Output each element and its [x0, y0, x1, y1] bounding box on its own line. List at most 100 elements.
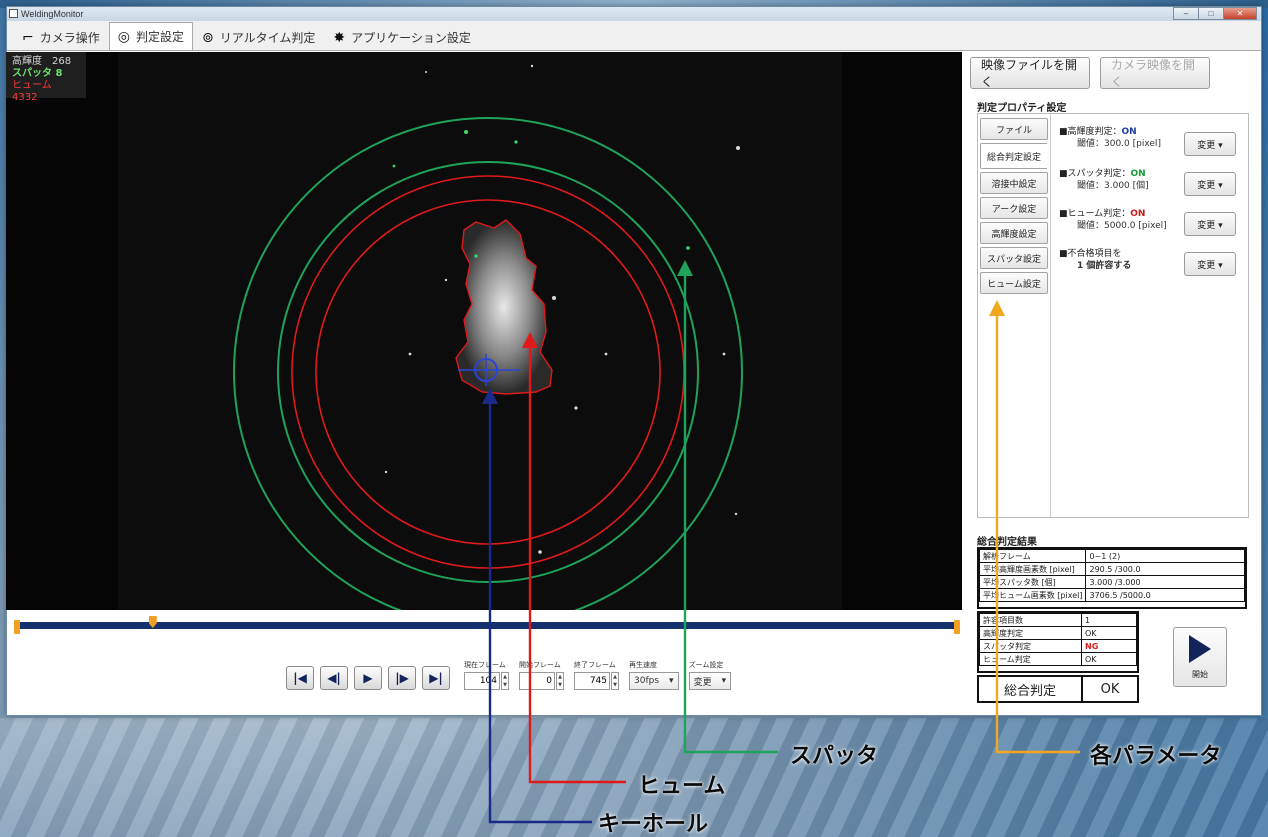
side-tab-file[interactable]: ファイル	[980, 118, 1048, 140]
zoom-field: ズーム設定 変更 ▾	[688, 660, 732, 690]
speed-select[interactable]: 30fps ▾	[629, 672, 679, 690]
final-judgment-label: 総合判定	[979, 677, 1083, 701]
fume-arrowhead	[522, 332, 538, 348]
final-judgment-value: OK	[1100, 681, 1120, 697]
close-button[interactable]: ✕	[1223, 7, 1257, 20]
window-title: WeldingMonitor	[21, 9, 84, 19]
sparks	[384, 64, 740, 554]
prop-threshold: 閾値：300.0 [pixel]	[1077, 139, 1161, 149]
tab-camera[interactable]: ⌐ カメラ操作	[13, 24, 109, 50]
speed-value: 30fps	[634, 676, 660, 686]
speed-field: 再生速度 30fps ▾	[629, 660, 679, 690]
tab-app-settings[interactable]: ✸ アプリケーション設定	[324, 24, 480, 50]
end-frame-spinner[interactable]: ▲ ▼	[611, 672, 619, 690]
results-table: 解析フレーム 0~1 (2) 平均高輝度画素数 [pixel] 290.5 /300…	[978, 549, 1245, 602]
tab-label: カメラ操作	[39, 31, 100, 45]
start-frame-field: 開始フレーム ▲▼	[519, 660, 564, 690]
change-brightness-button[interactable]: 変更 ▾	[1184, 132, 1236, 156]
chevron-down-icon: ▾	[669, 676, 674, 686]
side-tab-spatter[interactable]: スパッタ設定	[980, 247, 1048, 269]
table-row: 解析フレーム 0~1 (2)	[978, 549, 1245, 563]
first-frame-button[interactable]: |◀	[286, 666, 314, 690]
prop-state: ON	[1130, 209, 1146, 219]
side-tab-welding[interactable]: 溶接中設定	[980, 172, 1048, 194]
last-frame-button[interactable]: ▶|	[422, 666, 450, 690]
open-camera-button[interactable]: カメラ映像を開く	[1100, 57, 1210, 89]
timeline-track	[18, 622, 956, 629]
judge-value: OK	[1081, 652, 1137, 666]
video-view[interactable]: 高輝度 268 スパッタ 8 ヒューム 4332	[6, 52, 962, 610]
step-back-icon: ◀|	[327, 671, 341, 685]
change-tolerance-button[interactable]: 変更 ▾	[1184, 252, 1236, 276]
play-icon	[1189, 634, 1211, 663]
final-judgment: 総合判定 OK	[977, 675, 1139, 703]
props-title: 判定プロパティ設定	[977, 103, 1067, 114]
spatter-inner-circle	[277, 161, 699, 583]
table-row: ヒューム判定 OK	[979, 652, 1137, 666]
fume-region	[455, 219, 553, 395]
play-icon: ▶	[363, 671, 373, 685]
open-file-button[interactable]: 映像ファイルを開く	[970, 57, 1090, 89]
results-title: 総合判定結果	[977, 537, 1037, 548]
prev-frame-button[interactable]: ◀|	[320, 666, 348, 690]
zoom-change-button[interactable]: 変更 ▾	[688, 672, 732, 690]
prop-name: ■ヒューム判定：	[1059, 209, 1131, 219]
judge-label: ヒューム判定	[979, 652, 1082, 666]
timeline-thumb[interactable]	[148, 616, 157, 628]
tab-label: アプリケーション設定	[351, 31, 471, 45]
hud-spatter: スパッタ 8	[12, 68, 63, 79]
tab-label: リアルタイム判定	[219, 31, 316, 45]
current-frame-label: 現在フレーム	[464, 661, 506, 669]
video-overlay	[233, 64, 743, 610]
prop-state: ON	[1130, 169, 1146, 179]
side-tab-arc[interactable]: アーク設定	[980, 197, 1048, 219]
speed-label: 再生速度	[629, 661, 657, 669]
start-frame-input[interactable]	[519, 672, 555, 690]
prop-fume: ■ヒューム判定：ON 閾値：5000.0 [pixel]	[1059, 208, 1167, 232]
play-button[interactable]: ▶	[354, 666, 382, 690]
fume-leader	[528, 340, 626, 784]
skip-start-icon: |◀	[293, 671, 307, 685]
window-controls: – □ ✕	[1173, 7, 1257, 21]
table-row: 平均高輝度画素数 [pixel] 290.5 /300.0	[978, 562, 1245, 576]
change-spatter-button[interactable]: 変更 ▾	[1184, 172, 1236, 196]
props-side-tabs: ファイル 総合判定設定 溶接中設定 アーク設定 高輝度設定 スパッタ設定 ヒュー…	[980, 118, 1048, 294]
start-frame-spinner[interactable]: ▲ ▼	[556, 672, 564, 690]
spatter-arrowhead	[677, 260, 693, 276]
realtime-icon: ⊚	[201, 29, 214, 46]
desktop-top-strip	[0, 0, 1268, 8]
timeline-slider[interactable]	[14, 616, 960, 634]
judge-table: 許容項目数 1 高輝度判定 OK スパッタ判定 NG ヒューム判定 OK	[979, 613, 1137, 666]
hud-fume: ヒューム 4332	[12, 80, 52, 103]
start-button[interactable]: 開始	[1173, 627, 1227, 687]
side-tab-brightness[interactable]: 高輝度設定	[980, 222, 1048, 244]
props-box: ファイル 総合判定設定 溶接中設定 アーク設定 高輝度設定 スパッタ設定 ヒュー…	[977, 113, 1249, 518]
desktop-background	[0, 718, 1268, 837]
end-frame-label: 終了フレーム	[574, 661, 616, 669]
results-table-frame	[977, 547, 1247, 609]
params-leader	[995, 308, 1080, 754]
chevron-down-icon: ▾	[721, 676, 727, 686]
zoom-label: ズーム設定	[688, 661, 724, 669]
side-tab-fume[interactable]: ヒューム設定	[980, 272, 1048, 294]
tab-judgment[interactable]: ◎ 判定設定	[108, 22, 193, 50]
prop-name: ■高輝度判定：	[1059, 127, 1122, 137]
timeline-start-handle[interactable]	[14, 620, 20, 634]
table-row: 許容項目数 1	[979, 613, 1137, 627]
params-arrowhead	[989, 300, 1005, 316]
annotation-spatter: スパッタ	[790, 744, 879, 769]
next-frame-button[interactable]: |▶	[388, 666, 416, 690]
timeline-end-handle[interactable]	[954, 620, 960, 634]
file-buttons: 映像ファイルを開く カメラ映像を開く	[970, 57, 1210, 89]
annotation-keyhole: キーホール	[598, 812, 709, 837]
prop-name: ■不合格項目を	[1059, 249, 1122, 259]
change-fume-button[interactable]: 変更 ▾	[1184, 212, 1236, 236]
annotation-params: 各パラメータ	[1090, 744, 1222, 769]
side-tab-overall[interactable]: 総合判定設定	[980, 143, 1048, 169]
end-frame-input[interactable]	[574, 672, 610, 690]
tab-realtime[interactable]: ⊚ リアルタイム判定	[193, 24, 324, 50]
current-frame-spinner[interactable]: ▲ ▼	[501, 672, 509, 690]
prop-threshold: 1 個許容する	[1077, 261, 1132, 271]
tab-label: 判定設定	[135, 30, 184, 44]
